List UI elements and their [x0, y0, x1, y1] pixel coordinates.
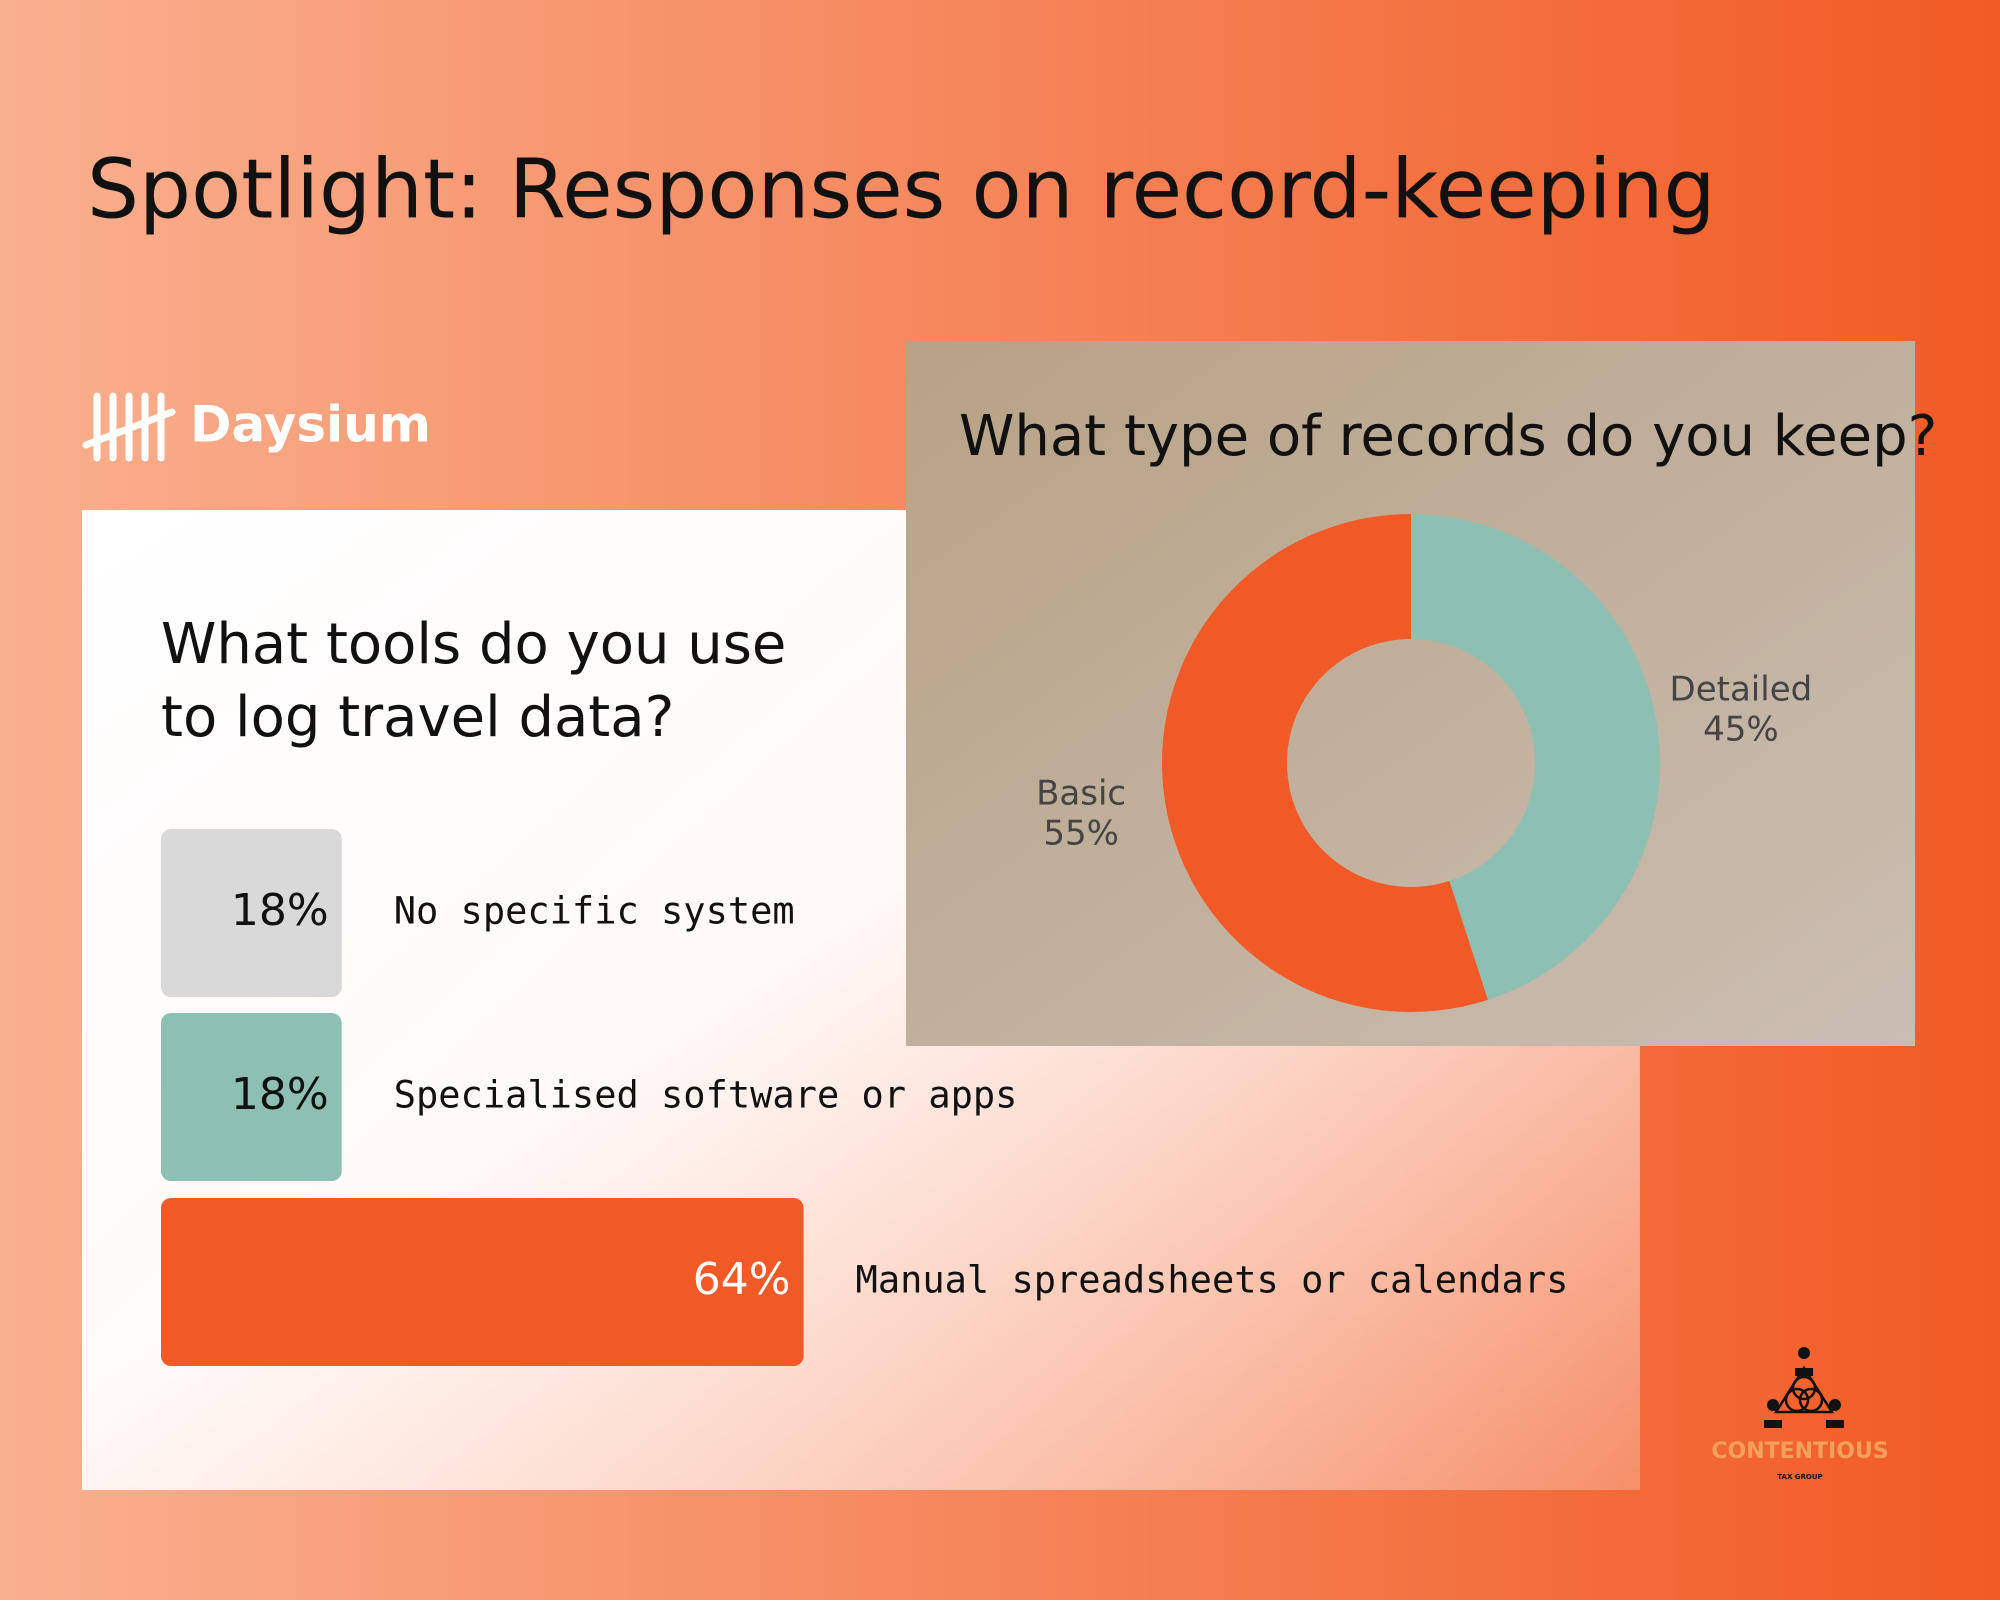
category-label: No specific system: [394, 890, 795, 933]
bar: [161, 1198, 804, 1366]
value-label: 64%: [693, 1254, 791, 1305]
donut-slice: [1411, 514, 1660, 1000]
bar: [161, 829, 342, 997]
bar: [161, 1013, 342, 1181]
value-label: 18%: [231, 1069, 329, 1120]
category-label: Manual spreadsheets or calendars: [856, 1259, 1569, 1302]
donut-slice: [1161, 514, 1488, 1013]
brand-logo: Daysium: [82, 392, 431, 462]
donut-title: What type of records do you keep?: [959, 404, 1937, 469]
partner-name: CONTENTIOUS: [1711, 1439, 1888, 1464]
partner-logo: CONTENTIOUS TAX GROUP: [1711, 1347, 1889, 1481]
slice-category: Basic: [1036, 774, 1126, 814]
value-label: 18%: [231, 885, 329, 936]
partner-subtitle: TAX GROUP: [1777, 1473, 1822, 1481]
slice-value: 55%: [1043, 814, 1119, 854]
brand-name: Daysium: [190, 396, 431, 454]
category-label: Specialised software or apps: [394, 1074, 1018, 1117]
bar-title-line: What tools do you use to log travel data?: [161, 612, 786, 750]
page-title: Spotlight: Responses on record-keeping: [87, 142, 1716, 237]
slice-category: Detailed: [1670, 669, 1813, 709]
slice-value: 45%: [1703, 709, 1779, 749]
